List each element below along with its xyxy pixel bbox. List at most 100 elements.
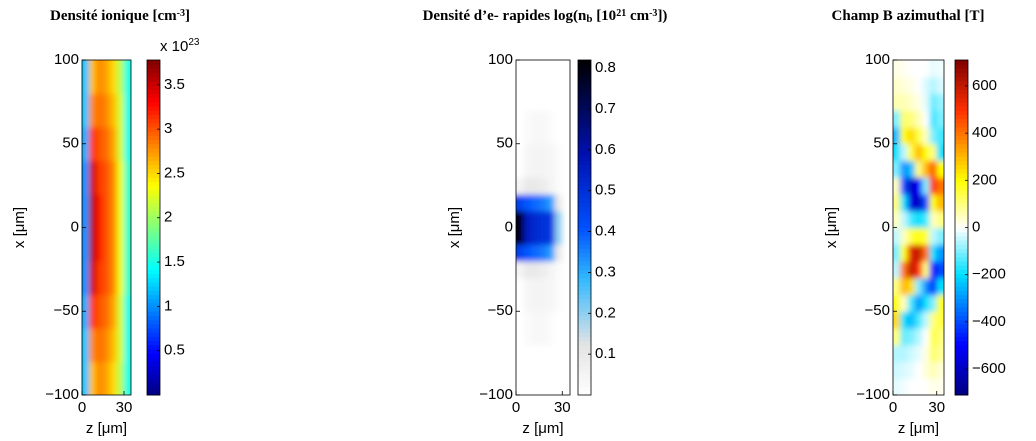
- colorbar-strip: [147, 344, 160, 350]
- heatmap-cell: [914, 76, 923, 95]
- heatmap-cell: [117, 294, 125, 312]
- heatmap-cell: [96, 294, 104, 312]
- heatmap-cell: [110, 261, 118, 279]
- heatmap-cell: [96, 210, 104, 229]
- heatmap-cell: [89, 294, 97, 312]
- heatmap-cell: [936, 328, 944, 346]
- heatmap-cell: [539, 294, 548, 312]
- heatmap-cell: [124, 361, 131, 379]
- heatmap-cell: [914, 93, 923, 111]
- colorbar-strip: [147, 181, 160, 187]
- colorbar-tick-label: 2.5: [164, 164, 185, 181]
- heatmap-cell: [110, 311, 118, 329]
- heatmap-cell: [900, 93, 909, 111]
- heatmap-cell: [516, 378, 525, 395]
- y-tick-label: 50: [496, 135, 513, 152]
- colorbar-strip: [147, 214, 160, 220]
- colorbar-strip: [578, 353, 591, 358]
- heatmap-cell: [117, 378, 125, 395]
- heatmap-cell: [562, 294, 570, 312]
- heatmap-cell: [922, 361, 931, 379]
- heatmap-cell: [929, 110, 938, 128]
- heatmap-cell: [531, 110, 540, 128]
- colorbar-strip: [955, 76, 968, 82]
- heatmap-cell: [124, 76, 131, 95]
- heatmap-cell: [929, 60, 938, 78]
- colorbar-strip: [955, 286, 968, 291]
- heatmap-cell: [914, 244, 923, 262]
- heatmap-cell: [117, 110, 125, 128]
- heatmap-cell: [539, 177, 548, 195]
- heatmap-cell: [893, 76, 901, 95]
- heatmap-cell: [531, 361, 540, 379]
- heatmap-cells: [516, 60, 570, 395]
- colorbar-strip: [147, 319, 160, 325]
- heatmap-cell: [546, 143, 556, 162]
- heatmap-cell: [907, 277, 916, 296]
- heatmap-cell: [914, 60, 923, 78]
- colorbar-strip: [578, 235, 591, 241]
- heatmap-cell: [531, 210, 540, 229]
- colorbar-strip: [578, 168, 591, 174]
- heatmap-cell: [922, 261, 931, 279]
- colorbar-strip: [147, 189, 160, 195]
- colorbar-strip: [955, 131, 968, 136]
- y-tick-label: 100: [54, 51, 79, 68]
- heatmap-cell: [914, 277, 923, 296]
- heatmap-cell: [893, 160, 901, 178]
- colorbar-strip: [578, 369, 591, 375]
- heatmap-cell: [893, 294, 901, 312]
- colorbar-strip: [578, 93, 591, 99]
- heatmap-cell: [103, 127, 111, 145]
- heatmap-cell: [516, 361, 525, 379]
- heatmap-cell: [103, 344, 111, 363]
- heatmap-cell: [82, 127, 90, 145]
- heatmap-cell: [539, 210, 548, 229]
- colorbar-tick-label: −400: [972, 313, 1006, 330]
- colorbar-strip: [147, 206, 160, 212]
- colorbar-strip: [147, 156, 160, 161]
- heatmap-cell: [546, 93, 556, 111]
- colorbar-strip: [578, 244, 591, 249]
- heatmap-cell: [117, 177, 125, 195]
- colorbar-strip: [147, 68, 160, 74]
- heatmap-cell: [893, 277, 901, 296]
- heatmap-cell: [516, 210, 525, 229]
- heatmap-cell: [523, 244, 533, 262]
- heatmap-cell: [516, 328, 525, 346]
- heatmap-cell: [562, 378, 570, 395]
- colorbar-strip: [147, 298, 160, 304]
- colorbar-strip: [578, 147, 591, 153]
- heatmap-cell: [539, 160, 548, 178]
- colorbar-frame: [146, 59, 161, 396]
- colorbar-strip: [578, 286, 591, 291]
- colorbar-strip: [955, 214, 968, 220]
- colorbar-strip: [578, 194, 591, 199]
- colorbar-strip: [147, 60, 160, 65]
- heatmap-cell: [562, 194, 570, 212]
- heatmap-cell: [531, 277, 540, 296]
- colorbar-strip: [578, 60, 591, 65]
- heatmap-cell: [539, 127, 548, 145]
- colorbar-strip: [955, 386, 968, 392]
- x-axis-label: z [μm]: [898, 420, 939, 437]
- heatmap-cell: [523, 328, 533, 346]
- heatmap-cell: [900, 328, 909, 346]
- heatmap-cell: [907, 127, 916, 145]
- colorbar-strip: [578, 294, 591, 300]
- heatmap-cell: [907, 328, 916, 346]
- heatmap-cell: [89, 277, 97, 296]
- colorbar-strip: [147, 72, 160, 78]
- colorbar-strip: [578, 114, 591, 120]
- colorbar-strip: [955, 206, 968, 212]
- colorbar-strip: [955, 281, 968, 287]
- colorbar-strip: [578, 256, 591, 262]
- heatmap-cell: [562, 76, 570, 95]
- heatmap-cell: [907, 177, 916, 195]
- heatmap-cell: [110, 294, 118, 312]
- heatmap-cell: [929, 311, 938, 329]
- colorbar-strip: [955, 118, 968, 124]
- heatmap-cell: [554, 110, 563, 128]
- heatmap-cell: [936, 60, 944, 78]
- heatmap-cell: [539, 277, 548, 296]
